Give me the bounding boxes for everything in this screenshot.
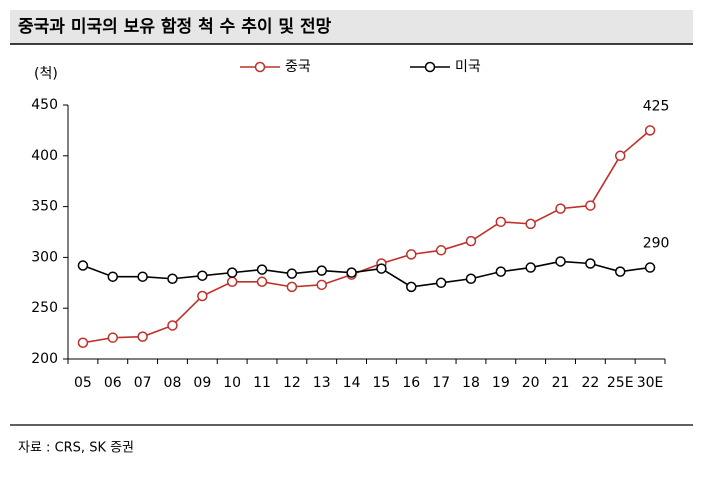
x-tick-label: 16 <box>402 375 420 391</box>
legend-label: 중국 <box>285 59 311 75</box>
marker <box>256 276 268 288</box>
marker <box>286 268 298 279</box>
data-label: 290 <box>643 236 670 252</box>
marker <box>256 264 268 275</box>
marker <box>495 216 507 228</box>
x-tick-label: 09 <box>193 375 211 391</box>
marker <box>525 262 536 273</box>
marker <box>77 260 89 271</box>
series-line <box>82 260 651 288</box>
marker <box>167 273 178 284</box>
legend-marker <box>254 61 266 73</box>
marker <box>495 266 507 277</box>
marker <box>107 271 119 282</box>
marker <box>286 281 298 293</box>
marker <box>107 332 119 343</box>
marker <box>614 266 626 277</box>
y-tick-label: 250 <box>31 300 58 316</box>
marker <box>167 320 178 331</box>
x-tick-label: 22 <box>581 375 599 391</box>
marker <box>137 331 148 342</box>
legend-marker <box>424 61 436 73</box>
y-tick-label: 350 <box>31 199 58 215</box>
marker <box>376 263 387 274</box>
marker <box>465 235 477 247</box>
marker <box>525 218 536 230</box>
x-tick-label: 30E <box>637 375 664 391</box>
y-tick-label: 400 <box>31 148 58 164</box>
marker <box>226 276 238 288</box>
x-tick-label: 21 <box>552 375 570 391</box>
source: 자료 : CRS, SK 증권 <box>18 441 134 456</box>
x-tick-label: 13 <box>313 375 331 391</box>
x-tick-label: 08 <box>164 375 182 391</box>
data-label: 425 <box>643 98 670 114</box>
marker <box>346 267 357 278</box>
marker <box>465 273 477 284</box>
marker <box>77 337 89 348</box>
marker <box>226 267 238 278</box>
x-tick-label: 05 <box>74 375 92 391</box>
marker <box>555 256 566 267</box>
marker <box>406 249 417 260</box>
x-tick-label: 10 <box>223 375 241 391</box>
x-tick-label: 18 <box>462 375 480 391</box>
x-tick-label: 14 <box>343 375 361 391</box>
marker <box>585 200 596 211</box>
x-tick-label: 07 <box>134 375 152 391</box>
x-tick-label: 25E <box>607 375 634 391</box>
x-tick-label: 17 <box>432 375 450 391</box>
marker <box>435 277 447 289</box>
marker <box>137 271 148 282</box>
x-tick-label: 06 <box>104 375 122 391</box>
marker <box>406 281 417 293</box>
series-line <box>82 129 651 344</box>
x-tick-label: 12 <box>283 375 301 391</box>
marker <box>585 258 596 269</box>
y-tick-label: 200 <box>31 351 58 367</box>
marker <box>555 203 566 214</box>
y-tick-label: 450 <box>31 97 58 113</box>
y-tick-label: 300 <box>31 249 58 265</box>
marker <box>435 245 447 256</box>
marker <box>197 290 208 302</box>
marker <box>316 265 327 276</box>
x-tick-label: 11 <box>253 375 271 391</box>
y-axis-label: (척) <box>34 66 58 82</box>
title-bar <box>10 10 693 44</box>
x-tick-label: 19 <box>492 375 510 391</box>
marker <box>644 262 656 273</box>
marker <box>197 270 208 281</box>
x-tick-label: 15 <box>373 375 391 391</box>
x-tick-label: 20 <box>522 375 540 391</box>
legend-label: 미국 <box>455 59 481 75</box>
marker <box>316 279 327 291</box>
marker <box>644 125 656 136</box>
title: 중국과 미국의 보유 함정 척 수 추이 및 전망 <box>18 16 332 37</box>
marker <box>614 150 626 162</box>
